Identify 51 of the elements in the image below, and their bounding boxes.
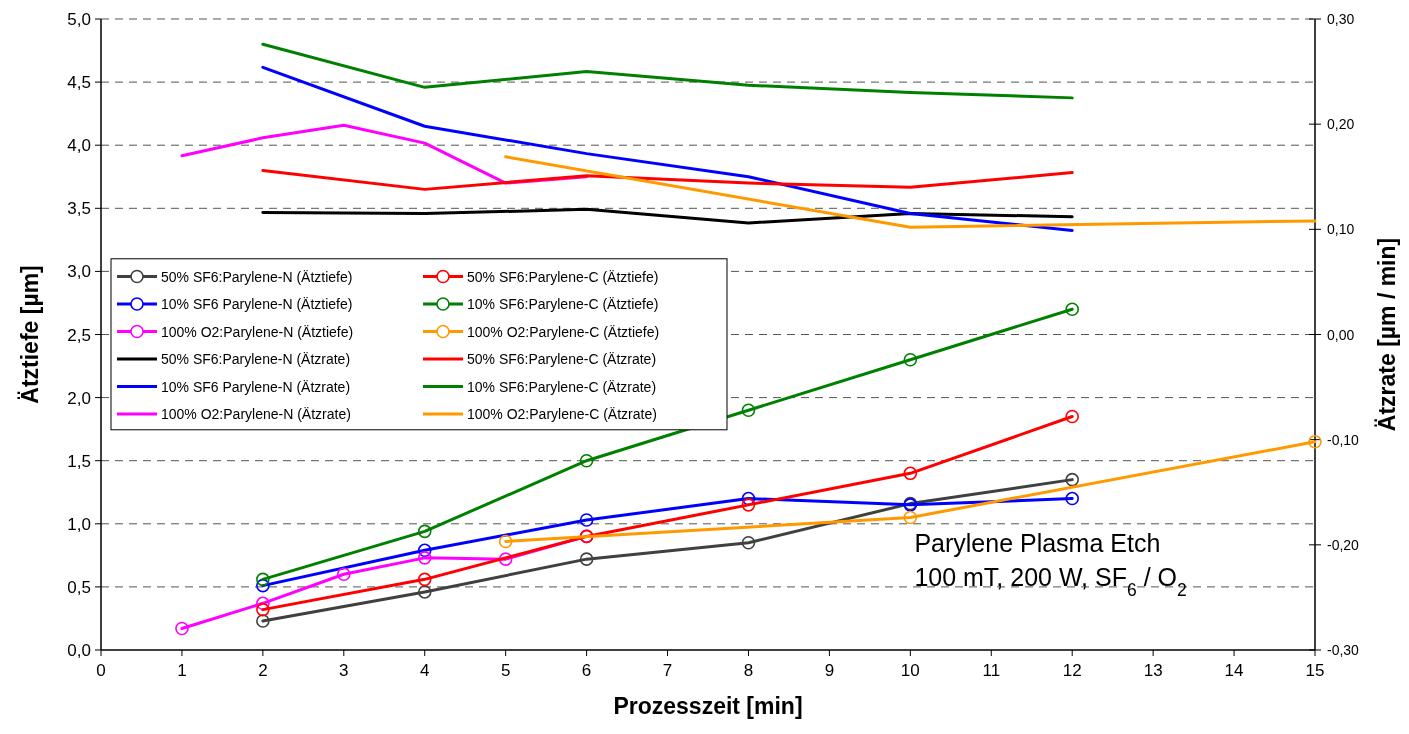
x-tick-label: 6 bbox=[581, 661, 592, 680]
annotation: Parylene Plasma Etch bbox=[914, 528, 1161, 557]
y2-tick-label: -0,20 bbox=[1327, 536, 1360, 553]
legend-label: 100% O2:Parylene-N (Ätztiefe) bbox=[161, 323, 354, 340]
legend-label: 50% SF6:Parylene-C (Ätzrate) bbox=[467, 351, 657, 368]
legend-label: 10% SF6:Parylene-C (Ätztiefe) bbox=[467, 296, 659, 313]
x-tick-label: 13 bbox=[1143, 661, 1163, 680]
y-tick-label: 3,0 bbox=[67, 262, 91, 282]
x-tick-label: 11 bbox=[982, 661, 1001, 680]
x-tick-label: 9 bbox=[824, 661, 835, 680]
y-tick-label: 4,0 bbox=[67, 136, 91, 156]
annotation: 100 mT, 200 W, SF$_{6}$ / O$_{2}$ bbox=[914, 562, 1187, 600]
x-axis-title: Prozesszeit [min] bbox=[613, 693, 803, 719]
legend-label: 100% O2:Parylene-N (Ätzrate) bbox=[161, 406, 351, 423]
x-tick-label: 14 bbox=[1224, 661, 1244, 680]
legend-label: 10% SF6 Parylene-N (Ätztiefe) bbox=[161, 296, 353, 313]
y2-tick-label: -0,10 bbox=[1327, 431, 1360, 448]
x-tick-label: 7 bbox=[662, 661, 673, 680]
legend-label: 10% SF6:Parylene-C (Ätzrate) bbox=[467, 378, 657, 395]
x-tick-label: 15 bbox=[1305, 661, 1325, 680]
legend-label: 100% O2:Parylene-C (Ätztiefe) bbox=[467, 323, 660, 340]
legend-label: 50% SF6:Parylene-N (Ätztiefe) bbox=[161, 268, 353, 285]
y-tick-label: 2,5 bbox=[67, 325, 91, 345]
y2-tick-label: 0,10 bbox=[1327, 221, 1355, 238]
y-tick-label: 3,5 bbox=[67, 199, 91, 219]
legend-label: 50% SF6:Parylene-N (Ätzrate) bbox=[161, 351, 351, 368]
y2-tick-label: -0,30 bbox=[1327, 642, 1360, 658]
x-tick-label: 4 bbox=[420, 661, 430, 680]
y-tick-label: 2,0 bbox=[67, 388, 91, 408]
x-tick-label: 3 bbox=[339, 661, 349, 680]
y-tick-label: 1,5 bbox=[67, 451, 91, 471]
y-tick-label: 1,0 bbox=[67, 514, 91, 534]
legend-label: 100% O2:Parylene-C (Ätzrate) bbox=[467, 406, 657, 423]
legend-label: 50% SF6:Parylene-C (Ätztiefe) bbox=[467, 268, 659, 285]
x-tick-label: 0 bbox=[96, 661, 106, 680]
y2-tick-label: 0,00 bbox=[1327, 326, 1355, 343]
x-tick-label: 1 bbox=[177, 661, 187, 680]
y2-axis-title: Ätzrate [µm / min] bbox=[1374, 237, 1400, 432]
y2-tick-label: 0,30 bbox=[1327, 11, 1355, 27]
y-tick-label: 5,0 bbox=[67, 10, 91, 29]
y-tick-label: 0,5 bbox=[67, 577, 91, 597]
x-tick-label: 5 bbox=[500, 661, 511, 680]
x-tick-label: 2 bbox=[258, 661, 268, 680]
legend-label: 10% SF6 Parylene-N (Ätzrate) bbox=[161, 378, 351, 395]
x-tick-label: 12 bbox=[1062, 661, 1082, 680]
y2-tick-label: 0,20 bbox=[1327, 116, 1355, 133]
y-tick-label: 4,5 bbox=[67, 73, 91, 93]
y-axis-title: Ätztiefe [µm] bbox=[17, 265, 43, 404]
x-tick-label: 10 bbox=[900, 661, 920, 680]
x-tick-label: 8 bbox=[743, 661, 754, 680]
y-tick-label: 0,0 bbox=[67, 641, 91, 660]
